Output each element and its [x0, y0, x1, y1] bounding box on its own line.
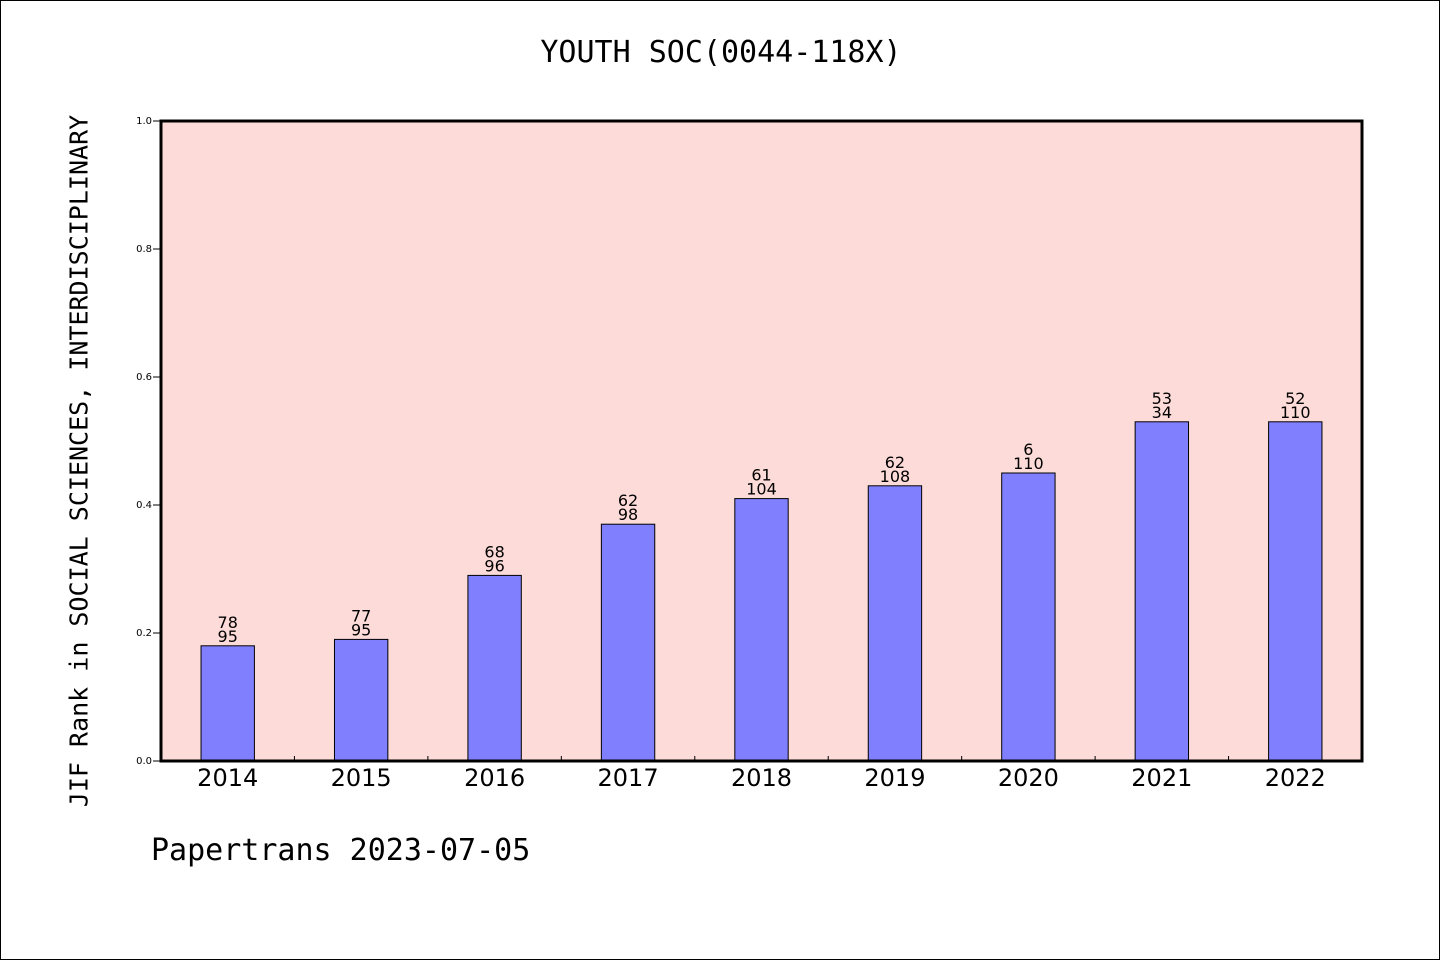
bar-total-label: 98 — [618, 505, 638, 524]
y-tick-label: 0.0 — [136, 756, 152, 767]
footer-note: Papertrans 2023-07-05 — [151, 833, 531, 868]
x-tick-label: 2015 — [331, 764, 392, 792]
x-tick-label: 2021 — [1131, 764, 1192, 792]
bar-total-label: 104 — [746, 480, 777, 499]
bar — [467, 574, 522, 762]
bar-rank-label: 62 — [885, 453, 905, 472]
bar-rank-label: 78 — [218, 613, 238, 632]
y-tick-label: 0.2 — [136, 628, 152, 639]
bar — [333, 638, 389, 762]
x-tick-label: 2020 — [998, 764, 1059, 792]
bar — [1001, 472, 1056, 762]
bar-rank-label: 52 — [1285, 389, 1305, 408]
bar-rank-label: 53 — [1152, 389, 1172, 408]
y-tick-label: 0.4 — [136, 500, 152, 511]
bar-rank-label: 6 — [1023, 440, 1033, 459]
bar-total-label: 108 — [880, 467, 911, 486]
plot-border — [159, 119, 1364, 763]
bar-total-label: 96 — [484, 556, 504, 575]
bar-rank-label: 62 — [618, 491, 638, 510]
bar-total-label: 95 — [218, 627, 238, 646]
x-tick-label: 2016 — [464, 764, 525, 792]
x-tick-label: 2022 — [1265, 764, 1326, 792]
bar — [200, 645, 255, 762]
bar-total-label: 95 — [351, 620, 371, 639]
x-tick-label: 2014 — [197, 764, 258, 792]
x-tick-label: 2017 — [598, 764, 659, 792]
x-tick-label: 2018 — [731, 764, 792, 792]
bar — [734, 498, 789, 762]
bar-total-label: 110 — [1013, 454, 1044, 473]
x-axis-ticks: 2014 2015 2016 2017 2018 2019 2020 2021 2022 — [197, 756, 1326, 792]
bar-rank-label: 77 — [351, 606, 371, 625]
bar — [1134, 421, 1190, 762]
bar-rank-label: 61 — [751, 466, 771, 485]
bar-total-label: 110 — [1280, 403, 1311, 422]
bars — [200, 421, 1323, 762]
bar — [867, 485, 923, 762]
y-tick-label: 0.6 — [136, 372, 152, 383]
bar-rank-label: 68 — [484, 542, 504, 561]
x-tick-label: 2019 — [864, 764, 925, 792]
bar-total-label: 34 — [1152, 403, 1172, 422]
y-axis-ticks: 0.0 0.2 0.4 0.6 0.8 1.0 — [136, 116, 161, 767]
y-tick-label: 1.0 — [136, 116, 152, 127]
chart-title: YOUTH SOC(0044-118X) — [540, 35, 902, 70]
bar — [600, 523, 656, 762]
y-tick-label: 0.8 — [136, 244, 152, 255]
bar — [1268, 421, 1323, 762]
